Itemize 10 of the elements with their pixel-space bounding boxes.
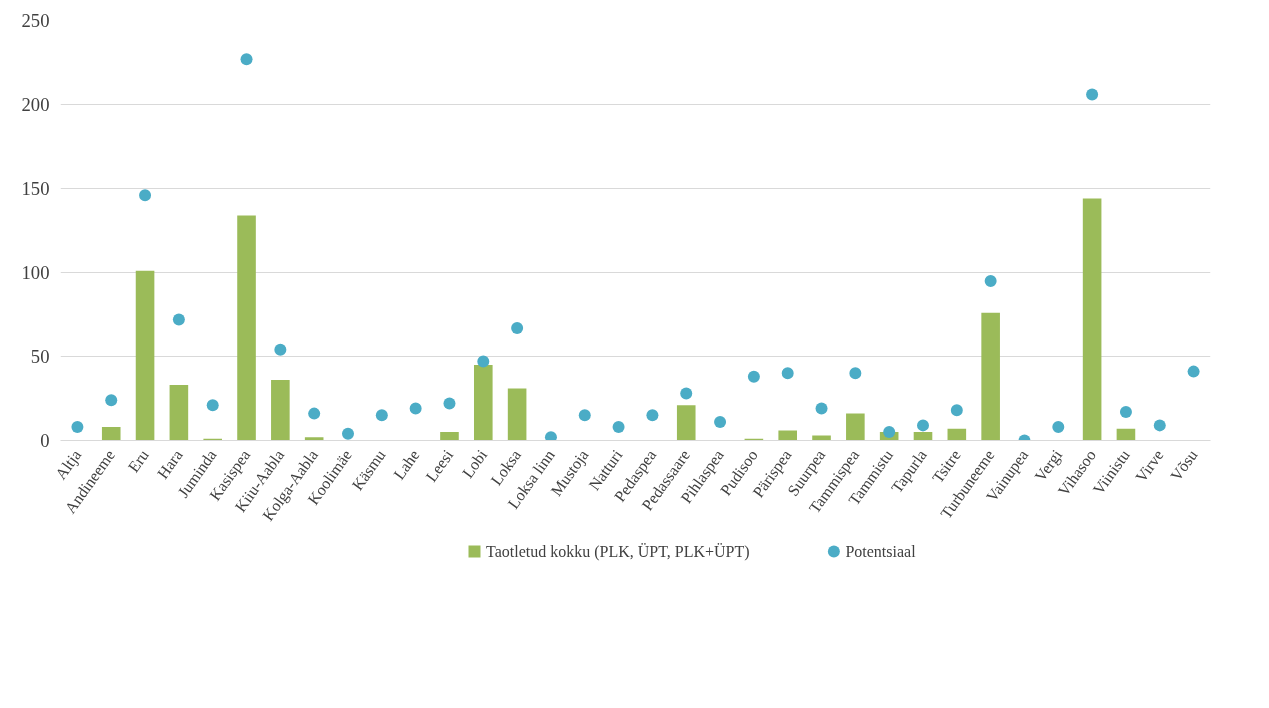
y-tick-label: 250 [21,10,50,31]
y-tick-label: 100 [21,262,50,283]
legend-label: Taotletud kokku (PLK, ÜPT, PLK+ÜPT) [486,543,750,561]
x-tick-label: Võsu [1167,446,1201,484]
y-tick-label: 200 [21,94,50,115]
legend-label: Potentsiaal [845,543,917,560]
y-tick-label: 50 [30,346,50,367]
y-tick-label: 150 [21,178,50,199]
x-tick-label: Eru [124,446,152,476]
y-tick-label: 0 [40,430,50,451]
